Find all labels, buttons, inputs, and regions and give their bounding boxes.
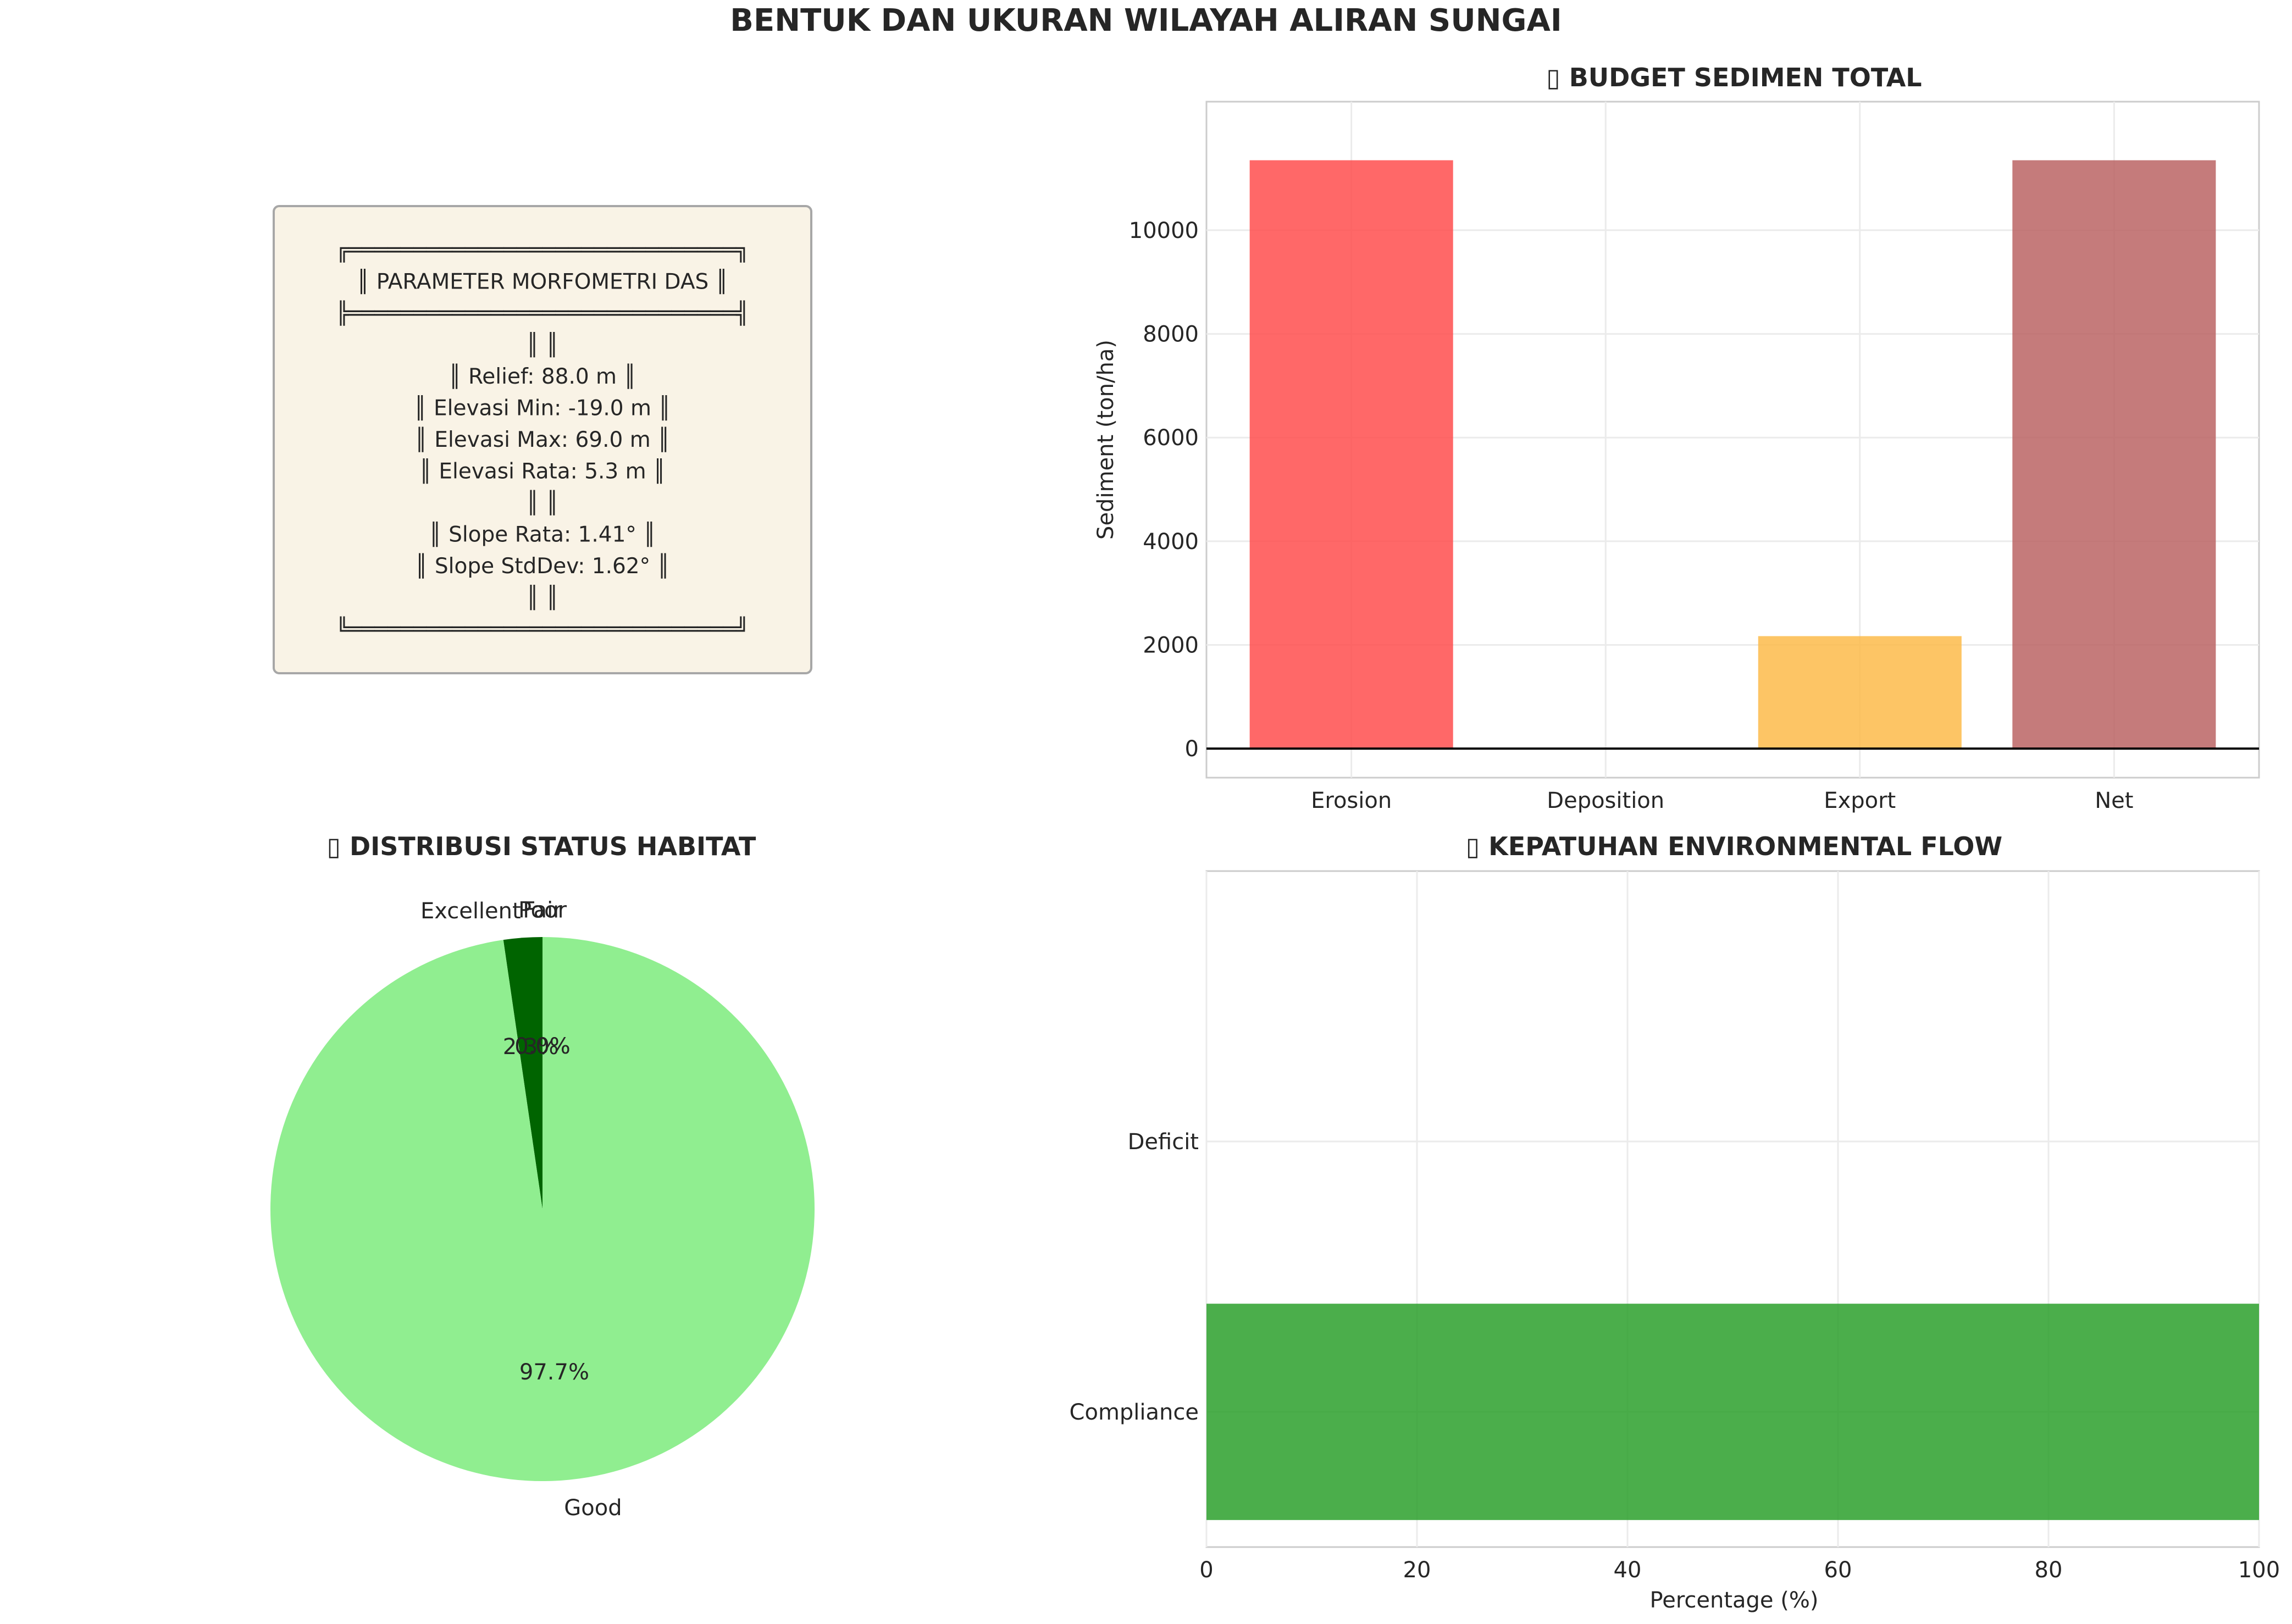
eflow-y-ticks: Compliance Deficit	[1070, 1129, 1199, 1425]
sediment-x-tick-label: Net	[2095, 788, 2133, 813]
morphometry-line: ║ Relief: 88.0 m ║	[449, 363, 636, 389]
morphometry-line: ║ Elevasi Max: 69.0 m ║	[414, 426, 670, 452]
morphometry-line: ╔══════════════════════════════╗	[336, 238, 749, 263]
eflow-x-ticks: 0 20 40 60 80 100	[1199, 1558, 2280, 1583]
figure-suptitle: BENTUK DAN UKURAN WILAYAH ALIRAN SUNGAI	[730, 3, 1562, 38]
sediment-y-tick-label: 0	[1185, 736, 1199, 762]
eflow-bars	[1206, 1304, 2259, 1520]
sediment-y-ticks: 0 2000 4000 6000 8000 10000	[1129, 218, 1199, 762]
pie-percent-label: 0.0%	[514, 1034, 571, 1059]
morphometry-box	[273, 205, 812, 674]
eflow-y-tick-label: Compliance	[1070, 1400, 1199, 1425]
pie-category-label: Excellent	[420, 899, 521, 924]
morphometry-line: ║ PARAMETER MORFOMETRI DAS ║	[357, 269, 728, 295]
pie-percent-label: 97.7%	[519, 1360, 589, 1385]
pie-slice-excellent	[503, 937, 542, 1209]
sediment-x-tick-label: Erosion	[1311, 788, 1392, 813]
morphometry-line: ╠══════════════════════════════╣	[336, 300, 749, 326]
eflow-chart: ▯ KEPATUHAN ENVIRONMENTAL FLOW Complianc…	[1070, 832, 2280, 1613]
sediment-bar-erosion	[1249, 160, 1453, 749]
habitat-pie-slices	[270, 937, 815, 1482]
sediment-chart-title: ▯ BUDGET SEDIMEN TOTAL	[1546, 63, 1922, 92]
morphometry-lines: ╔══════════════════════════════╗ ║ PARAME…	[336, 238, 749, 642]
sediment-x-tick-label: Deposition	[1547, 788, 1664, 813]
pie-percent-label: 0.0%	[514, 1034, 571, 1059]
sediment-budget-chart: ▯ BUDGET SEDIMEN TOTAL 0 2000 4000 6000 8000…	[1093, 63, 2260, 813]
sediment-bar-export	[1758, 636, 1962, 749]
habitat-chart-title: ▯ DISTRIBUSI STATUS HABITAT	[327, 832, 756, 861]
morphometry-line: ║ Elevasi Min: -19.0 m ║	[414, 395, 671, 421]
pie-category-label: Poor	[518, 898, 567, 923]
sediment-y-tick-label: 6000	[1143, 425, 1199, 451]
morphometry-line: ║ ║	[526, 490, 558, 516]
eflow-x-tick-label: 0	[1199, 1558, 1213, 1583]
morphometry-line: ║ Slope Rata: 1.41° ║	[429, 522, 656, 547]
habitat-pie-chart: ▯ DISTRIBUSI STATUS HABITAT Poor 0.0% Fair…	[270, 832, 815, 1521]
sediment-y-tick-label: 2000	[1143, 633, 1199, 658]
eflow-y-tick-label: Deficit	[1128, 1129, 1199, 1155]
morphometry-line: ║ Slope StdDev: 1.62° ║	[415, 553, 670, 579]
sediment-bar-net	[2012, 160, 2216, 749]
eflow-x-tick-label: 20	[1403, 1558, 1431, 1583]
pie-category-label: Fair	[523, 898, 562, 923]
eflow-x-axis-label: Percentage (%)	[1650, 1588, 1819, 1613]
sediment-x-tick-label: Export	[1824, 788, 1896, 813]
sediment-y-tick-label: 10000	[1129, 218, 1199, 243]
pie-percent-label: 2.3%	[503, 1034, 559, 1060]
eflow-chart-title: ▯ KEPATUHAN ENVIRONMENTAL FLOW	[1466, 832, 2002, 861]
morphometry-line: ╚══════════════════════════════╝	[336, 616, 749, 642]
morphometry-line: ║ ║	[526, 332, 558, 358]
morphometry-line: ║ Elevasi Rata: 5.3 m ║	[419, 458, 666, 484]
eflow-bar-compliance	[1206, 1304, 2259, 1520]
pie-category-label: Good	[564, 1495, 622, 1521]
eflow-x-tick-label: 80	[2035, 1558, 2063, 1583]
sediment-bars	[1249, 160, 2216, 749]
sediment-x-ticks: Erosion Deposition Export Net	[1311, 788, 2133, 813]
morphometry-panel: ╔══════════════════════════════╗ ║ PARAME…	[273, 205, 812, 674]
morphometry-line: ║ ║	[526, 585, 558, 611]
eflow-x-tick-label: 100	[2238, 1558, 2280, 1583]
eflow-x-tick-label: 60	[1824, 1558, 1852, 1583]
pie-slice-good	[270, 937, 815, 1482]
sediment-y-axis-label: Sediment (ton/ha)	[1093, 340, 1119, 540]
sediment-y-tick-label: 4000	[1143, 529, 1199, 555]
eflow-x-tick-label: 40	[1614, 1558, 1642, 1583]
sediment-y-tick-label: 8000	[1143, 322, 1199, 347]
